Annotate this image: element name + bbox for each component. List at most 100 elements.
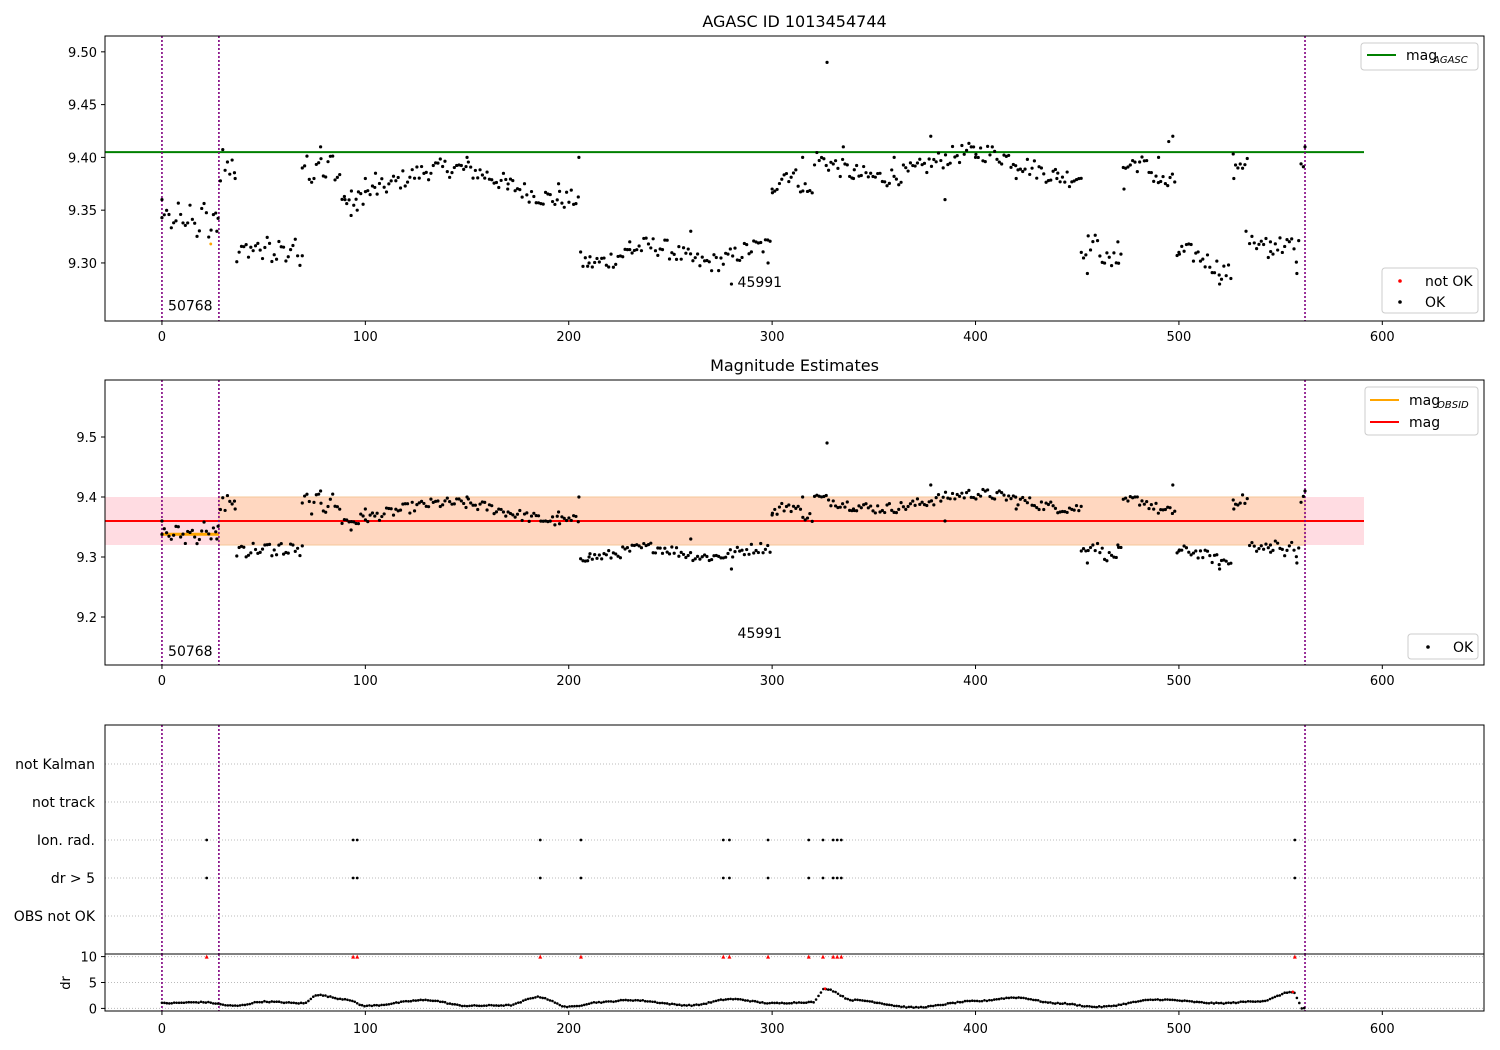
x-tick-label: 300 — [760, 330, 785, 345]
data-point-ok — [775, 512, 779, 516]
data-point-ok — [770, 513, 774, 517]
dr-point — [509, 1004, 513, 1007]
dr-point — [780, 1001, 784, 1005]
data-point-ok — [1145, 158, 1149, 163]
data-point-ok — [511, 178, 515, 183]
dr-point — [1193, 1000, 1196, 1004]
data-point-ok — [587, 555, 591, 559]
dr-point — [575, 1004, 579, 1008]
dr-point — [834, 990, 837, 994]
dr-point — [905, 1006, 908, 1009]
data-point-ok — [964, 491, 969, 495]
data-point-ok — [258, 248, 262, 252]
data-point-ok — [415, 503, 419, 507]
data-point-ok — [628, 240, 632, 244]
data-point-ok — [318, 489, 323, 493]
dr-point — [1151, 998, 1155, 1002]
dr-point — [804, 1001, 808, 1005]
dr-point — [568, 1005, 571, 1008]
data-point-ok — [541, 202, 545, 206]
dr-point — [553, 1001, 557, 1004]
dr-point — [609, 1000, 613, 1003]
data-point-ok — [207, 235, 211, 239]
data-point-ok — [160, 532, 164, 536]
dr-point — [836, 992, 840, 996]
dr-point — [1078, 1003, 1081, 1007]
data-point-ok — [691, 558, 695, 563]
data-point-ok — [225, 160, 230, 164]
data-point-ok — [855, 163, 859, 168]
data-point-ok — [1051, 504, 1055, 508]
data-point-ok — [791, 171, 796, 175]
data-point-ok — [686, 247, 690, 251]
dr-point — [653, 1000, 657, 1004]
data-point-ok — [901, 505, 906, 509]
obsid-annotation: 50768 — [168, 298, 213, 314]
data-point-not-ok — [209, 242, 213, 246]
data-point-ok — [317, 492, 321, 496]
data-point-ok — [1122, 187, 1126, 191]
data-point-ok — [511, 513, 515, 517]
data-point-ok — [525, 193, 529, 197]
data-point-ok — [1167, 139, 1171, 144]
x-tick-label: 100 — [353, 330, 378, 345]
dr-point — [707, 1001, 710, 1004]
data-point-ok — [1276, 248, 1280, 252]
data-point-ok — [848, 508, 852, 512]
data-point-ok — [356, 190, 361, 194]
data-point-ok — [595, 556, 599, 560]
dr-point — [1175, 999, 1179, 1002]
dr-point — [1010, 996, 1013, 999]
data-point-ok — [913, 164, 917, 168]
data-point-ok — [1079, 504, 1083, 508]
dr-point — [636, 998, 640, 1002]
data-point-ok — [1067, 506, 1072, 510]
data-point-ok — [389, 507, 393, 511]
data-point-ok — [1007, 494, 1011, 498]
data-point-ok — [225, 493, 230, 498]
data-point-ok — [1269, 249, 1273, 254]
data-point-ok — [1264, 236, 1268, 241]
data-point-ok — [324, 175, 328, 179]
data-point-ok — [1138, 503, 1142, 507]
dr-point — [1097, 1005, 1101, 1008]
data-point-ok — [831, 499, 835, 503]
data-point-ok — [167, 534, 171, 538]
data-point-ok — [710, 269, 714, 273]
data-point-ok — [829, 160, 833, 164]
data-point-ok — [651, 551, 655, 555]
dr-point — [914, 1005, 918, 1009]
data-point-ok — [1229, 276, 1233, 281]
dr-point — [228, 1003, 232, 1007]
data-point-ok — [658, 546, 662, 550]
data-point-ok — [345, 201, 349, 206]
dr-point — [1134, 1000, 1138, 1004]
data-point-ok — [1262, 547, 1266, 551]
data-point-ok — [438, 504, 442, 509]
data-point-ok — [202, 201, 206, 206]
data-point-ok — [1212, 271, 1217, 275]
dr-point — [973, 999, 977, 1003]
data-point-ok — [431, 163, 435, 168]
data-point-ok — [305, 154, 309, 158]
obsid-annotation: 50768 — [168, 644, 213, 660]
dr-point — [185, 1001, 188, 1004]
y-tick-label: 9.50 — [68, 46, 97, 61]
data-point-ok — [1023, 498, 1027, 503]
data-point-ok — [670, 545, 674, 549]
dr-point — [1241, 1000, 1245, 1003]
dr-point — [482, 1004, 486, 1007]
data-point-ok — [656, 546, 660, 550]
data-point-ok — [567, 516, 571, 520]
data-point-ok — [812, 163, 817, 167]
data-point-ok — [595, 256, 599, 261]
data-point-ok — [1138, 160, 1142, 164]
dr-point — [236, 1004, 239, 1008]
dr-point — [477, 1004, 481, 1008]
data-point-ok — [1056, 171, 1060, 175]
data-point-ok — [387, 506, 391, 511]
data-point-ok — [1287, 544, 1291, 548]
dr-point — [531, 996, 535, 1000]
data-point-ok — [876, 504, 880, 508]
dr-point — [424, 998, 427, 1002]
